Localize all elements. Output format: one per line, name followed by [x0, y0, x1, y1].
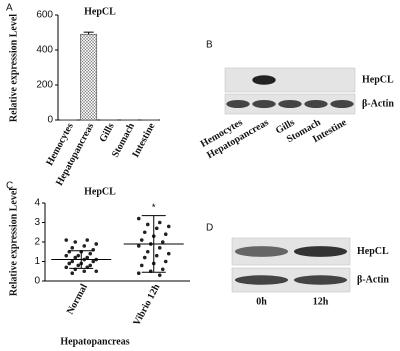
- data-point: [76, 263, 81, 268]
- panel-letter: B: [206, 40, 213, 51]
- data-point: [73, 240, 78, 244]
- chart-title: HepCL: [84, 6, 116, 17]
- blot-background: [224, 67, 356, 93]
- data-point: [82, 269, 87, 274]
- data-point: [145, 249, 150, 254]
- data-point: [88, 263, 93, 268]
- data-point: [73, 255, 78, 260]
- data-point: [76, 253, 81, 258]
- data-point: [145, 222, 150, 227]
- data-point: [64, 238, 69, 242]
- y-tick-label: 200: [36, 80, 53, 91]
- data-point: [88, 251, 93, 256]
- data-point: [166, 224, 171, 229]
- bar: [80, 33, 98, 121]
- y-tick-label: 400: [36, 45, 53, 56]
- y-axis-label: Relative expression Level: [8, 188, 19, 296]
- data-point: [82, 244, 87, 248]
- blot-band: [234, 275, 289, 285]
- x-tick-label: Normal: [65, 282, 90, 316]
- y-axis-label: Relative expression Level: [8, 14, 19, 122]
- data-point: [160, 240, 165, 244]
- data-point: [94, 242, 99, 246]
- blot-band: [330, 100, 354, 108]
- band-label: HepCL: [357, 246, 389, 257]
- data-point: [91, 259, 96, 264]
- x-axis-label: Hepatopancreas: [60, 336, 129, 347]
- data-point: [163, 259, 168, 264]
- data-point: [139, 263, 144, 268]
- data-point: [157, 220, 162, 225]
- data-point: [70, 246, 75, 250]
- data-point: [136, 271, 141, 276]
- x-tick-label: Gills: [98, 121, 117, 144]
- blot-band: [278, 100, 302, 108]
- blot-band: [293, 246, 348, 257]
- band-label: HepCL: [362, 74, 394, 85]
- data-point: [136, 216, 141, 221]
- data-point: [157, 246, 162, 250]
- data-point: [160, 267, 165, 272]
- data-point: [154, 253, 159, 258]
- data-point: [94, 269, 99, 274]
- x-tick-label: Vibrio 12h: [131, 282, 162, 328]
- y-tick-label: 4: [34, 198, 40, 209]
- y-tick-label: 0: [47, 115, 53, 126]
- lane-label: 0h: [256, 296, 267, 307]
- data-point: [64, 253, 69, 258]
- data-point: [64, 265, 69, 270]
- data-point: [166, 251, 171, 256]
- lane-label: 12h: [313, 296, 329, 307]
- data-point: [70, 271, 75, 276]
- blot-band: [293, 275, 348, 285]
- data-point: [67, 261, 72, 266]
- data-point: [142, 255, 147, 260]
- data-point: [157, 273, 162, 277]
- panel-letter: C: [6, 181, 13, 192]
- y-tick-label: 2: [34, 237, 40, 248]
- data-point: [70, 259, 75, 264]
- band-label: β-Actin: [362, 98, 394, 109]
- blot-band: [226, 100, 250, 108]
- chart-title: HepCL: [84, 186, 116, 197]
- blot-band: [252, 75, 276, 85]
- blot-band: [304, 100, 328, 108]
- y-tick-label: 1: [34, 256, 40, 267]
- band-label: β-Actin: [357, 274, 389, 285]
- data-point: [85, 255, 90, 260]
- blot-band: [234, 246, 289, 257]
- data-point: [142, 230, 147, 235]
- data-point: [154, 226, 159, 231]
- y-tick-label: 0: [34, 276, 40, 287]
- annotation: *: [152, 202, 156, 213]
- data-point: [136, 244, 141, 248]
- data-point: [139, 238, 144, 242]
- data-point: [163, 232, 168, 236]
- panel-letter: D: [206, 223, 213, 234]
- panel-letter: A: [6, 3, 13, 14]
- blot-band: [252, 100, 276, 108]
- y-tick-label: 600: [36, 10, 53, 21]
- data-point: [85, 238, 90, 242]
- y-tick-label: 3: [34, 217, 40, 228]
